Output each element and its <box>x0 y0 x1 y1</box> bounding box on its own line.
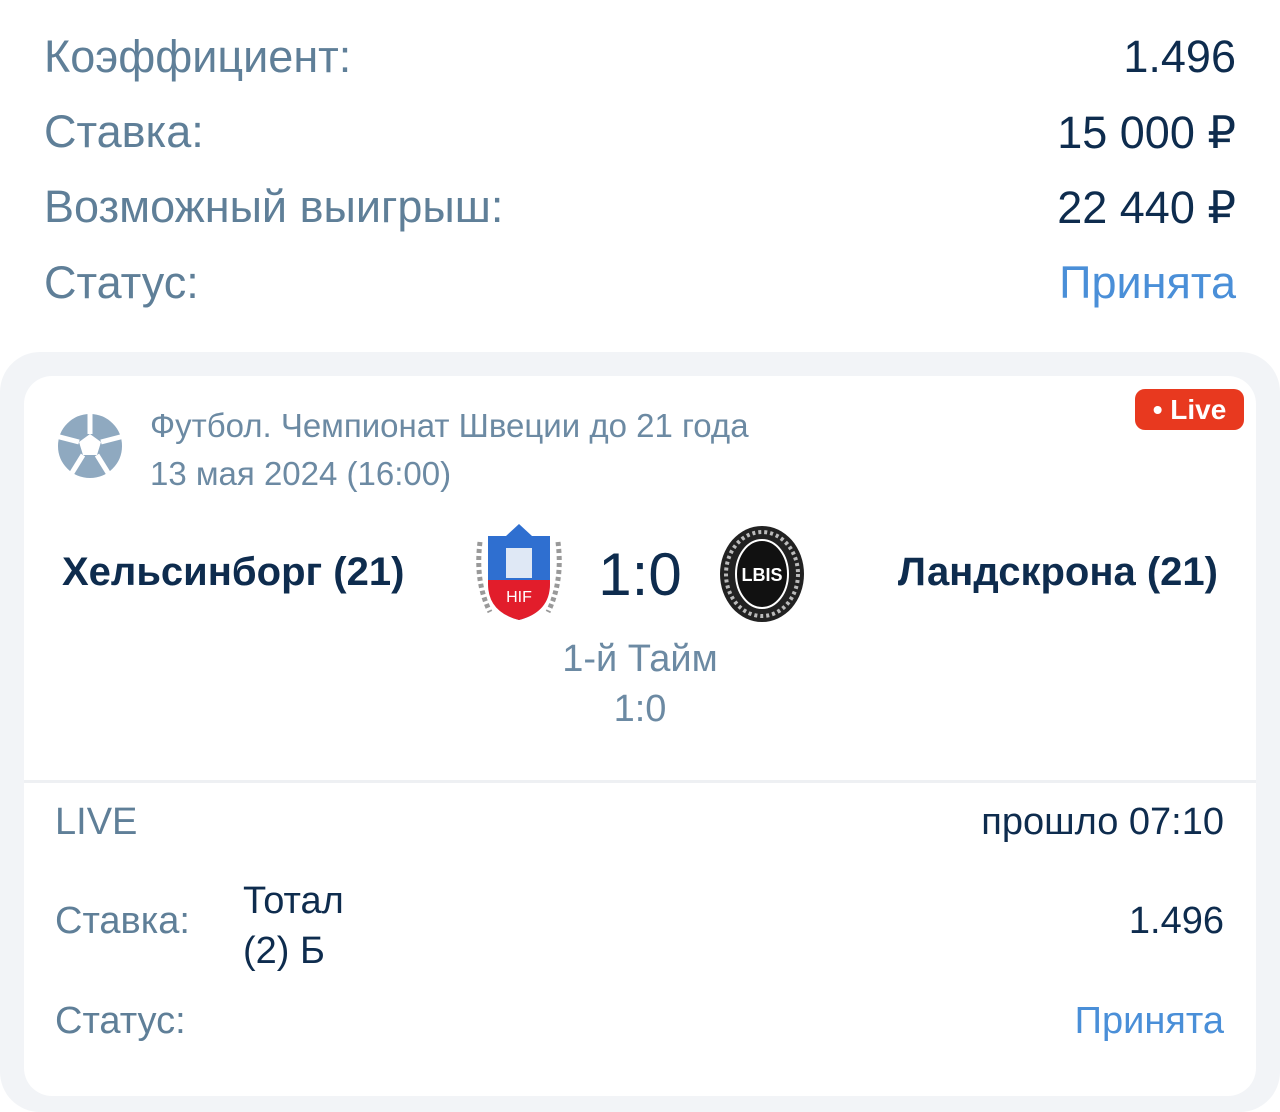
elapsed-time: прошло 07:10 <box>981 801 1224 843</box>
stake-row: Ставка: 15 000 ₽ <box>44 102 1236 162</box>
home-team: Хельсинборг (21) <box>62 550 405 594</box>
stake-label: Ставка: <box>44 106 204 157</box>
match-score: 1:0 <box>598 541 682 608</box>
home-team-logo: HIF <box>476 524 562 620</box>
event-date: 13 мая 2024 (16:00) <box>150 455 452 492</box>
payout-label: Возможный выигрыш: <box>44 181 504 232</box>
coefficient-label: Коэффициент: <box>44 31 352 82</box>
period-score: 1:0 <box>613 688 667 730</box>
stake-value: 15 000 ₽ <box>1057 106 1236 158</box>
status-label: Статус: <box>44 257 199 308</box>
away-logo-text: LBIS <box>741 565 782 585</box>
soccer-ball-icon <box>56 412 124 480</box>
bet-market: Тотал (2) Б <box>243 876 344 976</box>
market-line-2: (2) Б <box>243 930 325 972</box>
live-badge: • Live <box>1135 389 1244 430</box>
payout-value: 22 440 ₽ <box>1057 181 1236 233</box>
payout-row: Возможный выигрыш: 22 440 ₽ <box>44 177 1236 237</box>
coefficient-value: 1.496 <box>1123 31 1236 82</box>
bet-status-label: Статус: <box>55 1000 186 1042</box>
market-line-1: Тотал <box>243 880 344 922</box>
bet-stake-label: Ставка: <box>55 900 190 942</box>
home-logo-text: HIF <box>506 589 532 606</box>
league-info: Футбол. Чемпионат Швеции до 21 года 13 м… <box>150 402 749 498</box>
bet-status: Принята <box>1074 1000 1224 1042</box>
bet-mode: LIVE <box>55 801 138 843</box>
status-row: Статус: Принята <box>44 253 1236 313</box>
bet-odds: 1.496 <box>1128 900 1224 942</box>
league-name: Футбол. Чемпионат Швеции до 21 года <box>150 407 749 444</box>
event-card[interactable] <box>24 376 1256 1096</box>
divider <box>24 780 1256 783</box>
status-value: Принята <box>1059 257 1236 308</box>
period-label: 1-й Тайм <box>562 638 718 680</box>
coefficient-row: Коэффициент: 1.496 <box>44 27 1236 87</box>
away-team-logo: LBIS <box>720 526 804 622</box>
away-team: Ландскрона (21) <box>897 550 1218 594</box>
